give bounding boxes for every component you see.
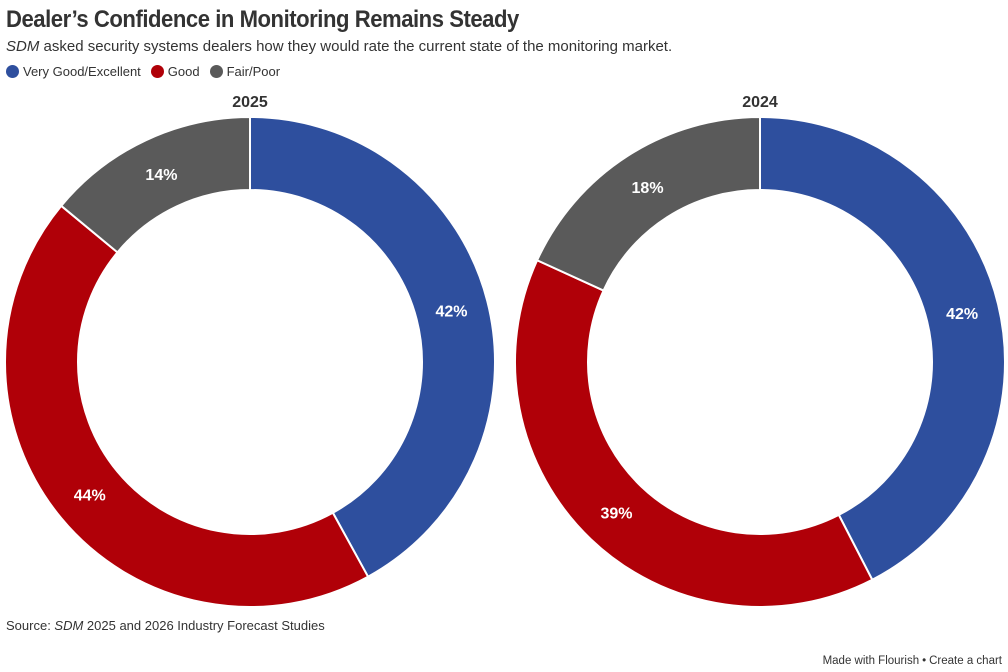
source-text: 2025 and 2026 Industry Forecast Studies	[83, 618, 325, 633]
footer-separator: •	[922, 655, 927, 667]
slice-value-label: 39%	[600, 506, 632, 523]
donut-slice-very-good-excellent[interactable]	[759, 115, 1006, 582]
source-prefix: Source:	[6, 618, 55, 633]
donut-title: 2024	[742, 94, 778, 111]
donut-2024: 2024 42% 39% 18%	[514, 94, 1006, 609]
legend-item-good[interactable]: Good	[150, 64, 200, 79]
donut-slice-good[interactable]	[4, 204, 370, 608]
donut-title: 2025	[232, 94, 268, 111]
slice-value-label: 14%	[145, 167, 177, 184]
legend-swatch	[6, 65, 19, 78]
subtitle-publication: SDM	[6, 38, 40, 55]
slice-value-label: 44%	[74, 488, 106, 505]
slice-value-label: 42%	[946, 306, 978, 323]
donut-slice-very-good-excellent[interactable]	[249, 115, 496, 579]
legend-label: Very Good/Excellent	[23, 64, 141, 79]
legend: Very Good/Excellent Good Fair/Poor	[6, 64, 280, 79]
chart-subtitle: SDM asked security systems dealers how t…	[6, 38, 672, 55]
legend-item-fair-poor[interactable]: Fair/Poor	[209, 64, 281, 79]
slice-value-label: 18%	[632, 180, 664, 197]
create-chart-link[interactable]: Create a chart	[929, 655, 1002, 667]
donut-slice-fair-poor[interactable]	[59, 115, 251, 254]
legend-label: Fair/Poor	[226, 64, 281, 79]
chart-title: Dealer’s Confidence in Monitoring Remain…	[6, 6, 519, 33]
made-with-flourish-link[interactable]: Made with Flourish	[822, 655, 920, 667]
subtitle-text: asked security systems dealers how they …	[39, 38, 673, 55]
slice-value-label: 42%	[435, 303, 467, 320]
legend-swatch	[209, 65, 223, 78]
source-note: Source: SDM 2025 and 2026 Industry Forec…	[6, 618, 325, 633]
flourish-footer: Made with Flourish • Create a chart	[823, 655, 1002, 667]
source-publication: SDM	[54, 618, 84, 633]
legend-swatch	[150, 65, 164, 78]
legend-item-very-good[interactable]: Very Good/Excellent	[6, 64, 141, 79]
legend-label: Good	[167, 64, 200, 79]
donut-slice-fair-poor[interactable]	[535, 115, 761, 292]
donut-2025: 2025 42% 44% 14%	[4, 94, 496, 608]
donut-slice-good[interactable]	[514, 258, 874, 609]
